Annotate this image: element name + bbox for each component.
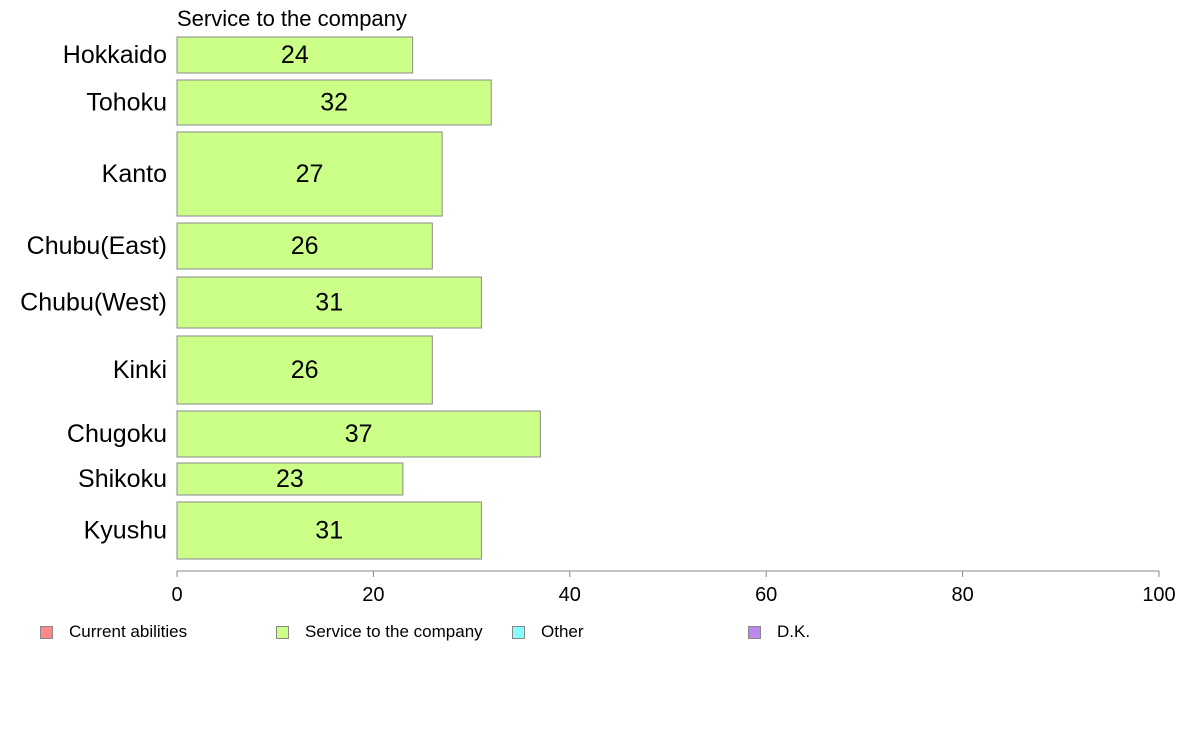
chart-subtitle: Service to the company (177, 6, 407, 31)
legend-swatch (276, 625, 289, 639)
x-tick-label: 40 (559, 584, 581, 606)
data-label-chubu-east: 26 (291, 232, 319, 260)
data-label-kanto: 27 (296, 160, 324, 188)
data-label-kinki: 26 (291, 356, 319, 384)
legend: Current abilities Service to the company O… (0, 622, 1188, 646)
legend-swatch (748, 625, 761, 639)
legend-label: Service to the company (305, 622, 483, 641)
legend-label: Other (541, 622, 584, 641)
x-axis: 0 20 40 60 80 100 (171, 570, 1176, 606)
data-label-kyushu: 31 (315, 517, 343, 545)
legend-label: Current abilities (69, 622, 188, 641)
legend-swatch (512, 625, 525, 639)
bars-group: Hokkaido 24 Tohoku 32 Kanto 27 Chubu(East) 26 Ch… (20, 36, 541, 560)
data-label-hokkaido: 24 (281, 41, 309, 69)
legend-swatch (40, 625, 53, 639)
bar-tohoku (176, 79, 492, 126)
x-tick-label: 20 (362, 584, 384, 606)
bar-hokkaido (176, 36, 414, 74)
category-label-kyushu: Kyushu (84, 517, 167, 545)
legend-item-other: Other (512, 622, 584, 642)
data-label-chugoku: 37 (345, 420, 373, 448)
legend-item-current-abilities: Current abilities (40, 622, 187, 642)
category-label-chubu-east: Chubu(East) (27, 232, 167, 260)
bar-kinki (176, 335, 433, 405)
data-label-chubu-west: 31 (315, 289, 343, 317)
x-tick-label: 0 (171, 584, 182, 606)
legend-item-service-to-the-company: Service to the company (276, 622, 483, 642)
category-label-kinki: Kinki (113, 356, 167, 384)
data-label-tohoku: 32 (320, 89, 348, 117)
category-label-tohoku: Tohoku (86, 89, 167, 117)
x-tick-label: 60 (755, 584, 777, 606)
category-label-kanto: Kanto (102, 160, 167, 188)
bar-chugoku (176, 410, 541, 458)
bar-chart: Service to the company Hokkaido 24 Tohoku 3… (20, 6, 1176, 606)
category-label-chubu-west: Chubu(West) (20, 289, 167, 317)
category-label-hokkaido: Hokkaido (63, 41, 167, 69)
category-label-chugoku: Chugoku (67, 420, 167, 448)
bar-kanto (176, 131, 443, 217)
bar-shikoku (176, 462, 404, 496)
bar-chubu-west (176, 276, 482, 329)
x-tick-label: 80 (951, 584, 973, 606)
data-label-shikoku: 23 (276, 465, 304, 493)
bar-kyushu (176, 501, 482, 560)
category-label-shikoku: Shikoku (78, 465, 167, 493)
x-tick-label: 100 (1142, 584, 1175, 606)
bar-chubu-east (176, 222, 433, 270)
legend-item-d-k: D.K. (748, 622, 810, 642)
legend-label: D.K. (777, 622, 811, 641)
